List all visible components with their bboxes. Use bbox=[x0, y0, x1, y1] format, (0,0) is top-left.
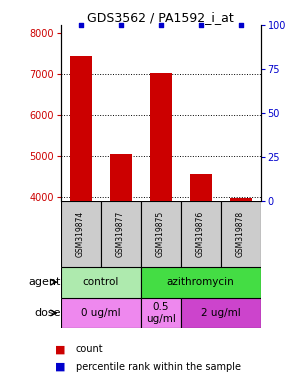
Text: GSM319874: GSM319874 bbox=[76, 211, 85, 257]
Bar bbox=[150, 73, 171, 360]
Point bbox=[238, 22, 243, 28]
Bar bbox=[181, 298, 261, 328]
Point bbox=[118, 22, 123, 28]
Text: GSM319876: GSM319876 bbox=[196, 211, 205, 257]
Bar bbox=[141, 298, 181, 328]
Title: GDS3562 / PA1592_i_at: GDS3562 / PA1592_i_at bbox=[87, 11, 234, 24]
Text: percentile rank within the sample: percentile rank within the sample bbox=[76, 362, 241, 372]
Bar bbox=[101, 201, 141, 267]
Bar bbox=[190, 174, 211, 360]
Text: azithromycin: azithromycin bbox=[167, 277, 235, 287]
Bar bbox=[181, 201, 221, 267]
Text: GSM319875: GSM319875 bbox=[156, 211, 165, 257]
Point bbox=[198, 22, 203, 28]
Text: agent: agent bbox=[28, 277, 61, 287]
Bar bbox=[61, 267, 141, 298]
Text: ■: ■ bbox=[55, 362, 65, 372]
Bar bbox=[70, 56, 92, 360]
Text: GSM319878: GSM319878 bbox=[236, 211, 245, 257]
Bar bbox=[110, 154, 132, 360]
Text: count: count bbox=[76, 344, 103, 354]
Text: ■: ■ bbox=[55, 344, 65, 354]
Point bbox=[78, 22, 83, 28]
Bar bbox=[230, 197, 251, 360]
Bar bbox=[61, 201, 101, 267]
Text: 0 ug/ml: 0 ug/ml bbox=[81, 308, 120, 318]
Text: control: control bbox=[82, 277, 119, 287]
Text: GSM319877: GSM319877 bbox=[116, 211, 125, 257]
Bar bbox=[61, 298, 141, 328]
Bar bbox=[141, 267, 261, 298]
Bar bbox=[141, 201, 181, 267]
Point bbox=[158, 22, 163, 28]
Bar bbox=[221, 201, 261, 267]
Text: 2 ug/ml: 2 ug/ml bbox=[201, 308, 241, 318]
Text: dose: dose bbox=[34, 308, 61, 318]
Text: 0.5
ug/ml: 0.5 ug/ml bbox=[146, 302, 175, 324]
